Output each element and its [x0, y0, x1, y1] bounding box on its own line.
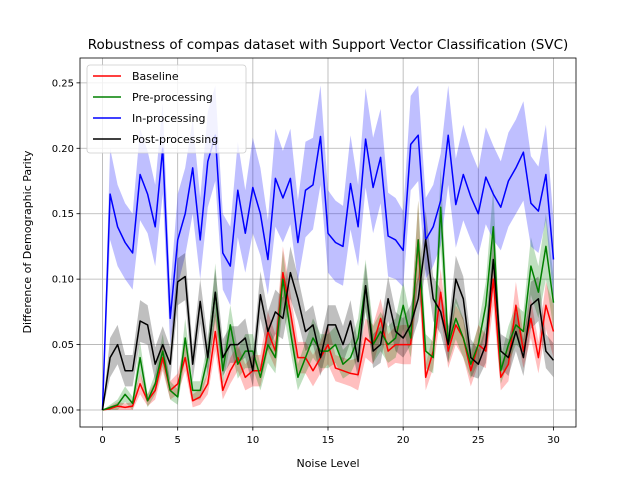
y-axis-ticks: 0.00 0.05 0.10 0.15 0.20 0.25 [52, 78, 80, 416]
x-tick-label: 0 [99, 435, 105, 446]
x-axis-label: Noise Level [296, 457, 359, 470]
series-line-in-processing [101, 134, 555, 411]
legend-label-baseline: Baseline [132, 70, 179, 83]
chart-title: Robustness of compas dataset with Suppor… [88, 37, 569, 53]
band-post-processing [102, 211, 554, 410]
series-lines [101, 134, 555, 411]
x-tick-label: 30 [547, 435, 560, 446]
y-tick-label: 0.00 [52, 405, 74, 416]
x-axis-ticks: 0 5 10 15 20 25 30 [99, 427, 560, 446]
legend: Baseline Pre-processing In-processing Post-… [86, 64, 247, 154]
x-tick-label: 20 [397, 435, 410, 446]
x-tick-label: 10 [246, 435, 259, 446]
series-line-pre-processing [102, 206, 555, 411]
series-line-post-processing [101, 239, 555, 411]
x-tick-label: 25 [472, 435, 485, 446]
legend-box [86, 64, 247, 154]
y-tick-label: 0.20 [52, 144, 74, 155]
band-pre-processing [102, 167, 554, 410]
x-tick-label: 5 [175, 435, 181, 446]
y-tick-label: 0.10 [52, 275, 74, 286]
y-tick-label: 0.05 [52, 340, 74, 351]
legend-label-post-processing: Post-processing [132, 133, 218, 146]
legend-label-pre-processing: Pre-processing [132, 91, 213, 104]
confidence-bands [102, 85, 554, 410]
y-tick-label: 0.15 [52, 209, 74, 220]
x-tick-label: 15 [322, 435, 335, 446]
legend-label-in-processing: In-processing [132, 112, 205, 125]
band-in-processing [102, 85, 554, 410]
y-axis-label: Difference of Demographic Parity [21, 150, 34, 334]
y-tick-label: 0.25 [52, 78, 74, 89]
